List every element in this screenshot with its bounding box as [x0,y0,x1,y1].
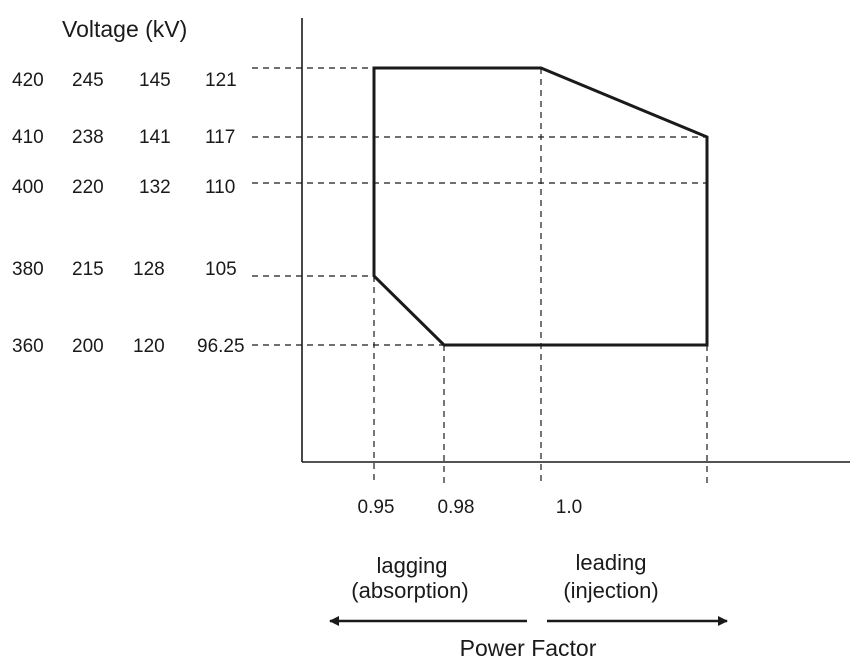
voltage-row-400: 400 220 132 110 [12,177,235,198]
pf-tick-label: 1.0 [556,497,582,518]
voltage-row-380: 380 215 128 105 [12,259,237,280]
voltage-label: 238 [72,127,104,148]
horizontal-guides [252,67,707,346]
voltage-row-360: 360 200 120 96.25 [12,336,245,357]
voltage-label: 360 [12,336,44,357]
x-axis-title: Power Factor [460,635,597,661]
voltage-label: 117 [205,127,235,148]
voltage-row-420: 420 245 145 121 [12,70,237,91]
voltage-label: 400 [12,177,44,198]
voltage-row-410: 410 238 141 117 [12,127,235,148]
voltage-label: 105 [205,259,237,280]
voltage-label: 120 [133,336,165,357]
voltage-label: 410 [12,127,44,148]
voltage-label: 128 [133,259,165,280]
voltage-label: 132 [139,177,171,198]
voltage-label: 215 [72,259,104,280]
lagging-label: lagging [377,553,448,578]
voltage-label: 110 [205,177,235,198]
voltage-label: 96.25 [197,336,245,357]
y-axis-title: Voltage (kV) [62,16,187,42]
voltage-label: 121 [205,70,237,91]
voltage-label: 245 [72,70,104,91]
voltage-label: 220 [72,177,104,198]
leading-sublabel: (injection) [563,578,658,603]
voltage-label: 141 [139,127,171,148]
vertical-guides [373,68,708,484]
capability-envelope [372,66,709,347]
pf-tick-label: 0.98 [438,497,475,518]
lagging-sublabel: (absorption) [351,578,468,603]
voltage-label: 420 [12,70,44,91]
pf-tick-label: 0.95 [358,497,395,518]
leading-label: leading [576,550,647,575]
voltage-label: 200 [72,336,104,357]
voltage-label: 145 [139,70,171,91]
voltage-label: 380 [12,259,44,280]
